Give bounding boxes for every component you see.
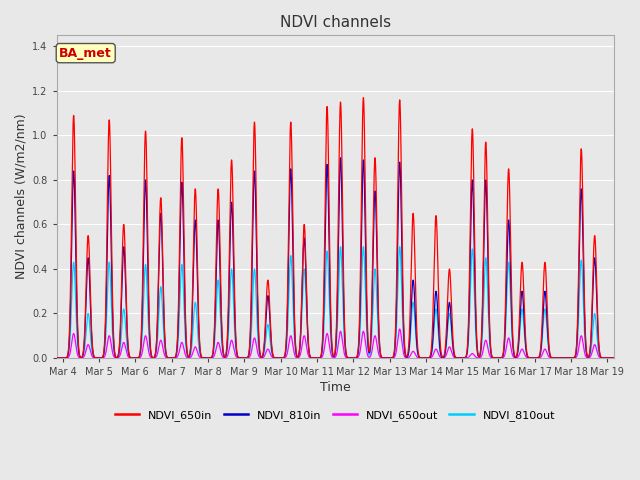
Y-axis label: NDVI channels (W/m2/nm): NDVI channels (W/m2/nm) bbox=[15, 114, 28, 279]
Title: NDVI channels: NDVI channels bbox=[280, 15, 390, 30]
X-axis label: Time: Time bbox=[320, 381, 351, 394]
Text: BA_met: BA_met bbox=[60, 47, 112, 60]
Legend: NDVI_650in, NDVI_810in, NDVI_650out, NDVI_810out: NDVI_650in, NDVI_810in, NDVI_650out, NDV… bbox=[111, 406, 560, 425]
